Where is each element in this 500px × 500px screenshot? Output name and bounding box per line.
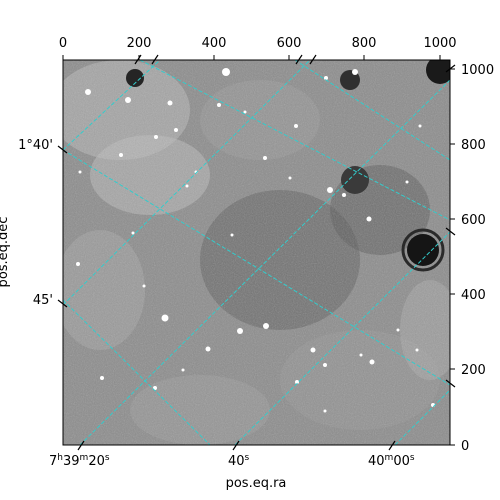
coordinate-grid xyxy=(63,60,450,445)
top-tick-1000: 1000 xyxy=(423,36,456,51)
dec-tick-label-2: 45' xyxy=(33,293,53,308)
right-tick-200: 200 xyxy=(461,363,486,378)
right-tick-0: 0 xyxy=(461,439,469,454)
plot-frame xyxy=(62,59,451,446)
ra-tick-label-2: 40s xyxy=(228,453,250,469)
right-tick-600: 600 xyxy=(461,213,486,228)
top-tick-800: 800 xyxy=(352,36,377,51)
top-x-axis xyxy=(62,55,441,60)
right-tick-400: 400 xyxy=(461,288,486,303)
dec-tick-label-1: 1°40' xyxy=(18,138,53,153)
sky-image xyxy=(63,60,450,445)
ra-tick-label-3: 40m00s xyxy=(368,453,415,469)
right-tick-800: 800 xyxy=(461,138,486,153)
x-axis-title: pos.eq.ra xyxy=(226,476,287,491)
right-tick-1000: 1000 xyxy=(461,63,494,78)
top-tick-600: 600 xyxy=(277,36,302,51)
right-y-axis xyxy=(450,68,455,446)
top-tick-400: 400 xyxy=(202,36,227,51)
wcs-ticks xyxy=(57,54,456,451)
top-tick-0: 0 xyxy=(59,36,67,51)
y-axis-title: pos.eq.dec xyxy=(0,217,11,288)
ra-tick-label-1: 7h39m20s xyxy=(49,453,110,469)
top-tick-200: 200 xyxy=(127,36,152,51)
